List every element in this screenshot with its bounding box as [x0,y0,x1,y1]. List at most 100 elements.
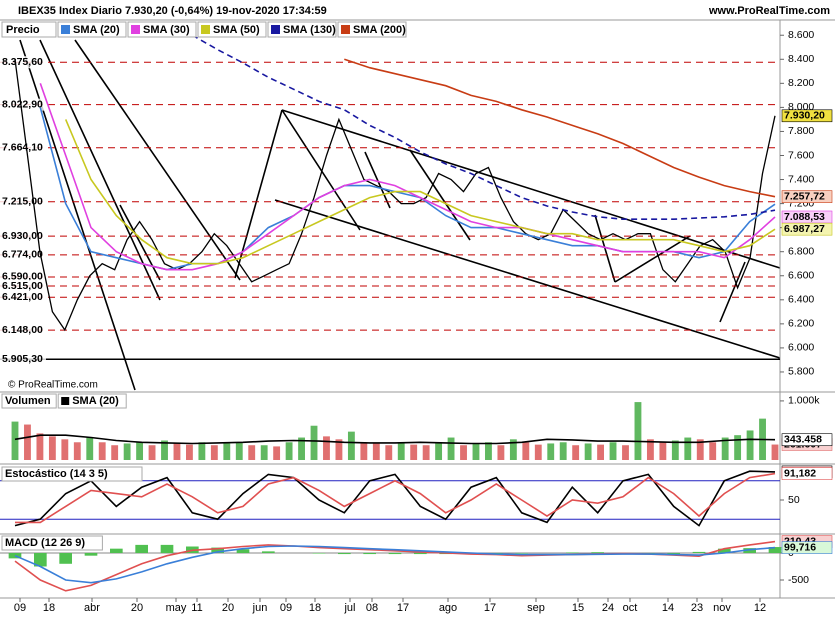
volume-bar [460,445,467,460]
volume-bar [260,445,268,460]
panel-title-box [1,393,57,409]
volume-bar [173,443,181,460]
legend-swatch [271,25,280,34]
volume-bar [622,445,629,460]
y-tick-label: 8.600 [788,29,814,41]
volume-bar [659,442,667,460]
histogram-bar [692,551,706,553]
level-label-bg [0,353,46,366]
histogram-bar [743,548,756,553]
copyright: © ProRealTime.com [8,380,98,391]
y-tick-label: 6.000 [788,342,814,354]
x-tick-label: 20 [222,602,234,614]
volume-bar [86,437,94,460]
volume-bar [422,445,430,460]
x-tick-label: 18 [309,602,321,614]
legend-label: SMA (200) [353,24,406,36]
volume-bar [273,446,281,460]
legend-label: SMA (20) [73,24,120,36]
y-tick-label: 6.600 [788,270,814,282]
volume-bar [223,443,231,460]
series-line [14,59,776,332]
y-tick-label: 7.400 [788,173,814,185]
volume-bar [347,431,355,460]
volume-bar [186,444,193,460]
x-tick-label: may [166,602,187,614]
volume-bar [11,421,19,460]
series-line [14,470,776,527]
x-tick-label: abr [84,602,100,614]
level-label: 7.664,10 [2,142,43,154]
histogram-bar [591,552,604,553]
trend-line [39,39,161,301]
histogram-bar [312,552,326,554]
volume-bar [198,442,206,460]
x-tick-label: jul [343,602,355,614]
volume-bar [310,425,318,460]
x-tick-label: 14 [662,602,674,614]
level-label-bg [0,324,46,337]
level-label-bg [0,141,46,154]
volume-bar [435,442,443,460]
histogram-bar [414,552,427,555]
x-tick-label: 08 [366,602,378,614]
legend-swatch [61,25,70,34]
volume-bar [671,440,679,460]
volume-bar [734,435,742,460]
volume-bar [410,444,418,460]
x-tick-label: 17 [484,602,496,614]
trend-line [234,109,283,279]
volume-bar [472,443,480,460]
value-label-box [781,467,833,480]
volume-bar [248,445,256,460]
x-tick-label: 11 [191,602,202,614]
volume-bar [634,402,642,460]
volume-bar [61,439,69,460]
histogram-bar [388,552,402,555]
trend-line [719,261,746,323]
value-label: 7.088,53 [784,211,825,223]
value-label-box [781,433,833,447]
volume-bar [123,443,131,460]
panel-title: Volumen [5,395,51,407]
series-line [15,472,776,524]
histogram-bar [566,552,579,553]
level-label-bg [0,279,46,292]
histogram-bar [8,552,22,559]
panel-title-box [1,535,103,551]
volume-bar [721,437,729,460]
volume-bar [111,445,119,460]
level-label-bg [0,248,46,261]
legend-label: SMA (130) [283,24,336,36]
volume-bar [572,445,580,460]
volume-bar [497,445,505,460]
histogram-bar [160,544,174,553]
level-label: 6.515,00 [2,280,43,292]
x-tick-label: 24 [602,602,614,614]
histogram-bar [363,552,376,555]
legend-swatch [201,25,210,34]
volume-bar [360,442,368,460]
value-label: 343.458 [784,433,822,445]
y-tick-label: 7.800 [788,125,814,137]
value-label-box [781,541,833,554]
histogram-bar [211,547,224,553]
legend-label: SMA (50) [213,24,260,36]
level-label-bg [0,98,46,111]
volume-bar [559,442,567,460]
volume-bar [323,436,330,460]
x-tick-label: 20 [131,602,143,614]
volume-bar [509,439,517,460]
histogram-bar [59,552,72,564]
volume-bar [696,439,704,460]
legend-box [267,21,337,38]
volume-bar [235,442,243,460]
volume-bar [73,442,81,460]
volume-bar [597,444,604,460]
histogram-bar [236,549,250,553]
legend-box [57,21,127,38]
histogram-bar [768,547,782,553]
panel-title: MACD (12 26 9) [5,537,85,549]
